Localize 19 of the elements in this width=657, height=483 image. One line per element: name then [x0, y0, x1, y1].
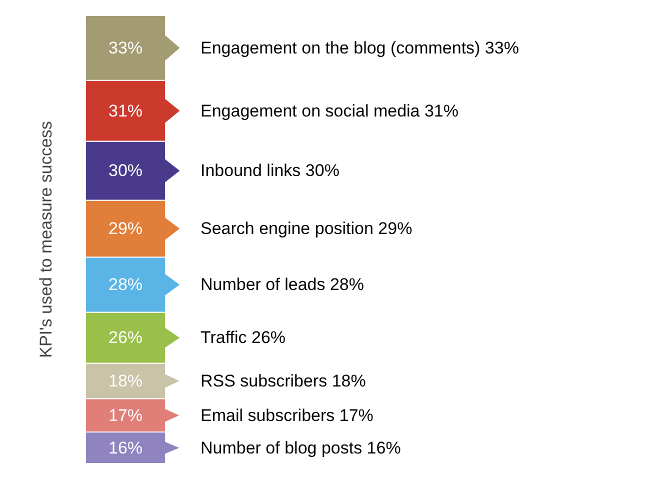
data-label: 28% — [108, 275, 143, 294]
text: Engagement on social media 31% — [200, 101, 458, 120]
data-label: 31% — [108, 101, 143, 120]
data-label: 18% — [108, 371, 143, 390]
data-label: 16% — [108, 438, 143, 458]
data-label: 26% — [108, 328, 143, 348]
text: Number of leads 28% — [200, 275, 364, 294]
text: Email subscribers 17% — [200, 406, 374, 425]
data-label: 29% — [108, 219, 143, 238]
data-label: 30% — [108, 161, 143, 180]
text: Inbound links 30% — [200, 161, 340, 180]
text: RSS subscribers 18% — [200, 371, 366, 390]
text: Engagement on the blog (comments) 33% — [200, 38, 519, 58]
data-label: 17% — [108, 406, 143, 425]
text: Number of blog posts 16% — [200, 438, 401, 458]
text: Search engine position 29% — [200, 219, 412, 238]
text: Traffic 26% — [200, 328, 286, 348]
y-axis-title: KPI's used to measure success — [36, 121, 56, 358]
data-label: 33% — [108, 38, 143, 58]
